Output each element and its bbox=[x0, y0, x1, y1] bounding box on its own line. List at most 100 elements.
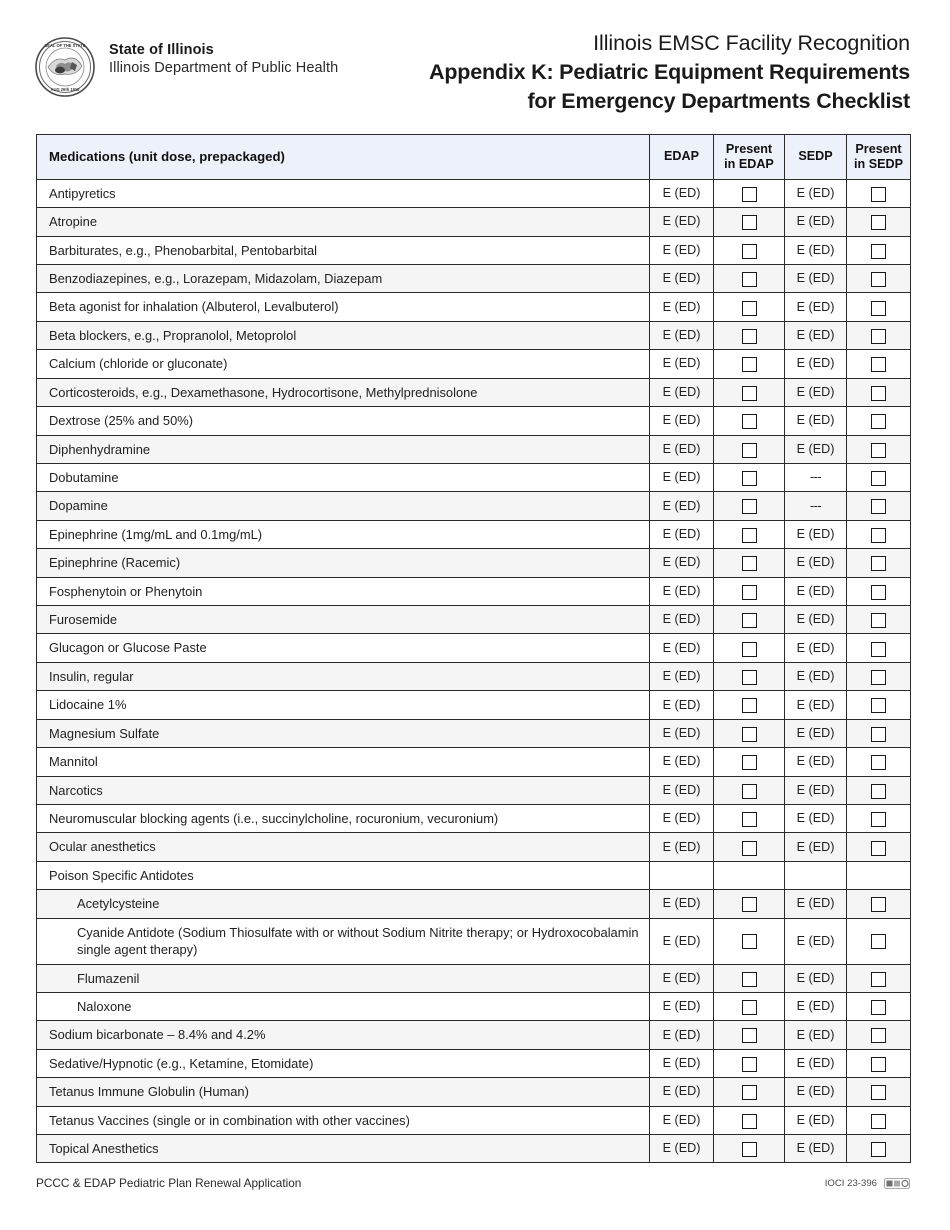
empty-checkbox-icon[interactable] bbox=[741, 1085, 757, 1101]
present-in-sedp-cell[interactable] bbox=[846, 349, 911, 379]
present-in-sedp-cell[interactable] bbox=[846, 963, 911, 993]
present-in-sedp-cell[interactable] bbox=[846, 519, 911, 550]
empty-checkbox-icon[interactable] bbox=[871, 669, 886, 685]
empty-checkbox-icon[interactable] bbox=[741, 385, 757, 401]
present-in-edap-cell[interactable] bbox=[713, 235, 785, 265]
present-in-sedp-cell[interactable] bbox=[846, 292, 911, 322]
present-in-sedp-cell[interactable] bbox=[846, 462, 911, 493]
empty-checkbox-icon[interactable] bbox=[871, 1142, 886, 1158]
empty-checkbox-icon[interactable] bbox=[741, 527, 757, 543]
present-in-sedp-cell[interactable] bbox=[846, 991, 911, 1022]
empty-checkbox-icon[interactable] bbox=[871, 215, 886, 231]
empty-checkbox-icon[interactable] bbox=[871, 186, 886, 202]
present-in-edap-cell[interactable] bbox=[713, 207, 785, 237]
present-in-sedp-cell[interactable] bbox=[846, 605, 911, 635]
empty-checkbox-icon[interactable] bbox=[741, 812, 757, 828]
present-in-edap-cell[interactable] bbox=[713, 1134, 785, 1164]
present-in-edap-cell[interactable] bbox=[713, 1105, 785, 1136]
present-in-edap-cell[interactable] bbox=[713, 963, 785, 993]
empty-checkbox-icon[interactable] bbox=[741, 272, 757, 288]
present-in-edap-cell[interactable] bbox=[713, 803, 785, 834]
present-in-sedp-cell[interactable] bbox=[846, 1020, 911, 1050]
empty-checkbox-icon[interactable] bbox=[741, 584, 757, 600]
empty-checkbox-icon[interactable] bbox=[741, 215, 757, 231]
present-in-edap-cell[interactable] bbox=[713, 889, 785, 919]
empty-checkbox-icon[interactable] bbox=[871, 300, 886, 316]
empty-checkbox-icon[interactable] bbox=[741, 669, 757, 685]
empty-checkbox-icon[interactable] bbox=[871, 971, 886, 987]
present-in-sedp-cell[interactable] bbox=[846, 718, 911, 749]
empty-checkbox-icon[interactable] bbox=[871, 385, 886, 401]
present-in-sedp-cell[interactable] bbox=[846, 406, 911, 436]
empty-checkbox-icon[interactable] bbox=[741, 243, 757, 259]
present-in-edap-cell[interactable] bbox=[713, 1048, 785, 1079]
present-in-sedp-cell[interactable] bbox=[846, 633, 911, 663]
present-in-edap-cell[interactable] bbox=[713, 462, 785, 493]
empty-checkbox-icon[interactable] bbox=[871, 934, 886, 950]
present-in-sedp-cell[interactable] bbox=[846, 1105, 911, 1136]
empty-checkbox-icon[interactable] bbox=[741, 357, 757, 373]
present-in-edap-cell[interactable] bbox=[713, 320, 785, 351]
present-in-sedp-cell[interactable] bbox=[846, 917, 911, 965]
present-in-sedp-cell[interactable] bbox=[846, 491, 911, 521]
present-in-sedp-cell[interactable] bbox=[846, 548, 911, 578]
empty-checkbox-icon[interactable] bbox=[741, 1142, 757, 1158]
present-in-sedp-cell[interactable] bbox=[846, 434, 911, 464]
present-in-sedp-cell[interactable] bbox=[846, 263, 911, 294]
empty-checkbox-icon[interactable] bbox=[741, 300, 757, 316]
empty-checkbox-icon[interactable] bbox=[871, 812, 886, 828]
present-in-edap-cell[interactable] bbox=[713, 718, 785, 749]
empty-checkbox-icon[interactable] bbox=[741, 1000, 757, 1016]
empty-checkbox-icon[interactable] bbox=[871, 328, 886, 344]
empty-checkbox-icon[interactable] bbox=[871, 698, 886, 714]
present-in-edap-cell[interactable] bbox=[713, 548, 785, 578]
present-in-edap-cell[interactable] bbox=[713, 406, 785, 436]
empty-checkbox-icon[interactable] bbox=[741, 971, 757, 987]
empty-checkbox-icon[interactable] bbox=[741, 840, 757, 856]
present-in-sedp-cell[interactable] bbox=[846, 747, 911, 777]
empty-checkbox-icon[interactable] bbox=[741, 556, 757, 572]
empty-checkbox-icon[interactable] bbox=[741, 1028, 757, 1044]
empty-checkbox-icon[interactable] bbox=[871, 442, 886, 458]
present-in-sedp-cell[interactable] bbox=[846, 1077, 911, 1107]
present-in-sedp-cell[interactable] bbox=[846, 320, 911, 351]
present-in-edap-cell[interactable] bbox=[713, 519, 785, 550]
present-in-edap-cell[interactable] bbox=[713, 605, 785, 635]
present-in-edap-cell[interactable] bbox=[713, 349, 785, 379]
empty-checkbox-icon[interactable] bbox=[741, 613, 757, 629]
empty-checkbox-icon[interactable] bbox=[741, 934, 757, 950]
empty-checkbox-icon[interactable] bbox=[871, 243, 886, 259]
empty-checkbox-icon[interactable] bbox=[871, 414, 886, 430]
empty-checkbox-icon[interactable] bbox=[871, 840, 886, 856]
present-in-sedp-cell[interactable] bbox=[846, 661, 911, 692]
present-in-sedp-cell[interactable] bbox=[846, 207, 911, 237]
empty-checkbox-icon[interactable] bbox=[741, 499, 757, 515]
present-in-edap-cell[interactable] bbox=[713, 633, 785, 663]
present-in-sedp-cell[interactable] bbox=[846, 832, 911, 862]
empty-checkbox-icon[interactable] bbox=[741, 414, 757, 430]
present-in-sedp-cell[interactable] bbox=[846, 1048, 911, 1079]
present-in-sedp-cell[interactable] bbox=[846, 1134, 911, 1164]
empty-checkbox-icon[interactable] bbox=[741, 1113, 757, 1129]
present-in-edap-cell[interactable] bbox=[713, 263, 785, 294]
present-in-edap-cell[interactable] bbox=[713, 576, 785, 607]
empty-checkbox-icon[interactable] bbox=[871, 726, 886, 742]
empty-checkbox-icon[interactable] bbox=[741, 897, 757, 913]
empty-checkbox-icon[interactable] bbox=[741, 471, 757, 487]
empty-checkbox-icon[interactable] bbox=[741, 328, 757, 344]
present-in-sedp-cell[interactable] bbox=[846, 775, 911, 806]
empty-checkbox-icon[interactable] bbox=[871, 1028, 886, 1044]
empty-checkbox-icon[interactable] bbox=[871, 783, 886, 799]
empty-checkbox-icon[interactable] bbox=[741, 783, 757, 799]
present-in-edap-cell[interactable] bbox=[713, 991, 785, 1022]
present-in-edap-cell[interactable] bbox=[713, 178, 785, 209]
empty-checkbox-icon[interactable] bbox=[871, 897, 886, 913]
present-in-sedp-cell[interactable] bbox=[846, 889, 911, 919]
empty-checkbox-icon[interactable] bbox=[871, 1085, 886, 1101]
present-in-sedp-cell[interactable] bbox=[846, 235, 911, 265]
present-in-edap-cell[interactable] bbox=[713, 775, 785, 806]
present-in-sedp-cell[interactable] bbox=[846, 803, 911, 834]
empty-checkbox-icon[interactable] bbox=[741, 442, 757, 458]
empty-checkbox-icon[interactable] bbox=[871, 584, 886, 600]
present-in-edap-cell[interactable] bbox=[713, 690, 785, 720]
